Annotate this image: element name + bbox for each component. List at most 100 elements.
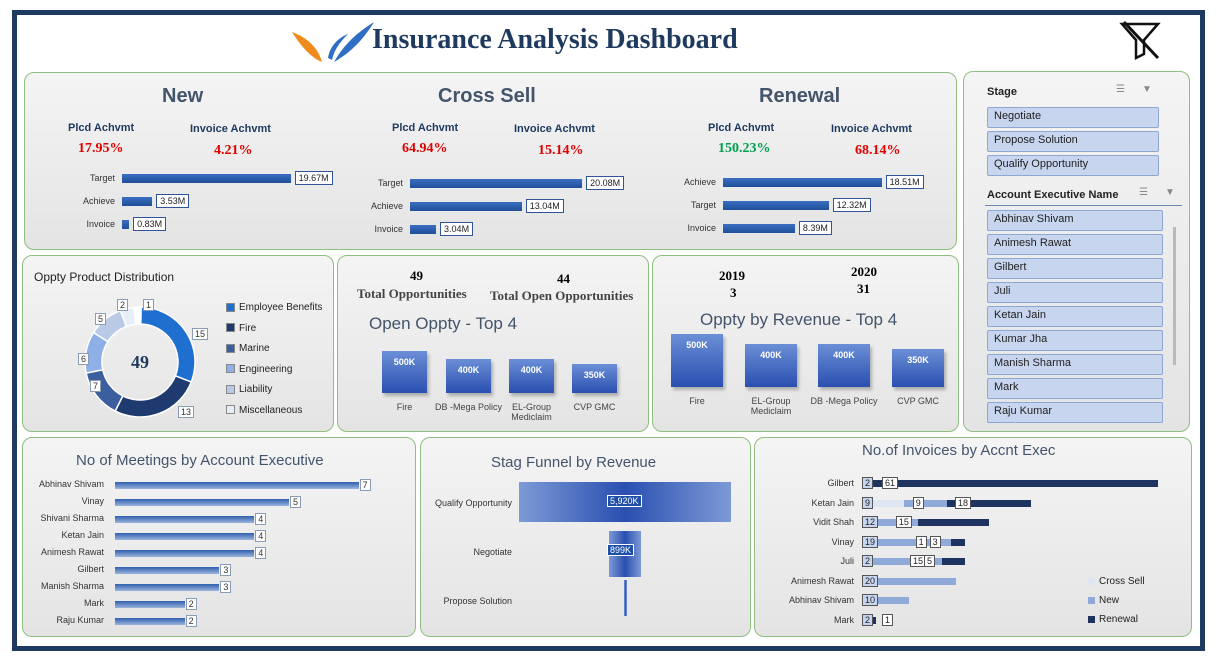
kpi-bar-value: 19.67M <box>294 171 333 185</box>
column-bar-value: 400K <box>760 350 782 360</box>
legend-swatch <box>1088 596 1095 604</box>
column-category-label: EL-Group Mediclaim <box>750 396 792 416</box>
legend-label: Renewal <box>1099 614 1138 625</box>
kpi-bar <box>122 174 291 183</box>
meeting-bar <box>115 516 255 523</box>
product-distribution-title: Oppty Product Distribution <box>34 270 175 284</box>
kpi-bar <box>410 202 522 211</box>
invoice-achievement-value: 15.14% <box>538 143 584 158</box>
stage-slicer-item[interactable]: Negotiate <box>987 107 1159 128</box>
invoice-exec-name: Vinay <box>831 536 854 547</box>
kpi-bar-value: 8.39M <box>798 221 832 235</box>
invoice-achievement-label: Invoice Achvmt <box>514 123 595 135</box>
legend-item: Miscellaneous <box>226 405 302 416</box>
invoice-segment-value: 9 <box>862 496 874 509</box>
page-title: Insurance Analysis Dashboard <box>372 24 738 55</box>
exec-slicer-item[interactable]: Juli <box>987 282 1163 303</box>
column-category-label: DB -Mega Policy <box>434 402 503 412</box>
invoice-segment-value: 61 <box>882 477 899 489</box>
year-2020-value: 31 <box>857 281 870 296</box>
kpi-bar-label: Target <box>377 178 403 188</box>
donut-total: 49 <box>131 352 149 372</box>
revenue-chart-title: Oppty by Revenue - Top 4 <box>700 310 898 329</box>
stage-slicer-item[interactable]: Qualify Opportunity <box>987 155 1159 176</box>
kpi-bar-value: 3.53M <box>156 194 190 208</box>
funnel-panel <box>420 437 751 637</box>
legend-item: Engineering <box>226 364 292 375</box>
total-opportunities-value: 49 <box>410 268 423 283</box>
column-bar: 350K <box>572 364 617 393</box>
column-bar-value: 350K <box>907 355 929 365</box>
donut-slice <box>133 306 142 326</box>
invoice-segment <box>871 616 877 624</box>
invoice-segment <box>862 499 905 507</box>
multi-select-icon[interactable]: ☰ <box>1139 187 1148 198</box>
clear-filter-small-icon[interactable]: ▼ <box>1142 84 1152 95</box>
invoice-segment <box>862 597 909 604</box>
legend-swatch <box>1088 577 1095 585</box>
invoice-exec-name: Gilbert <box>827 478 854 488</box>
open-opportunities-label: Total Open Opportunities <box>490 288 634 303</box>
invoice-segment-value: 12 <box>862 516 879 528</box>
kpi-bar <box>723 224 795 233</box>
donut-data-label: 7 <box>90 380 102 392</box>
clear-filter-icon[interactable] <box>1118 18 1164 62</box>
meeting-exec-name: Gilbert <box>77 564 104 574</box>
invoice-exec-name: Juli <box>840 556 854 566</box>
invoice-segment-value: 3 <box>929 535 941 548</box>
donut-data-label: 1 <box>143 299 155 311</box>
placed-achievement-label: Plcd Achvmt <box>708 122 775 134</box>
kpi-section-title: Renewal <box>759 85 841 107</box>
invoice-achievement-label: Invoice Achvmt <box>190 123 271 135</box>
exec-slicer-item[interactable]: Manish Sharma <box>987 354 1163 375</box>
legend-label: Employee Benefits <box>239 302 323 313</box>
multi-select-icon[interactable]: ☰ <box>1116 84 1125 95</box>
legend-label: Engineering <box>239 363 293 375</box>
legend-item: Marine <box>226 343 270 354</box>
clear-filter-small-icon[interactable]: ▼ <box>1165 187 1175 198</box>
stage-slicer-item[interactable]: Propose Solution <box>987 131 1159 152</box>
funnel-stage-label: Negotiate <box>473 547 512 557</box>
kpi-bar-label: Invoice <box>687 223 716 233</box>
exec-slicer-item[interactable]: Abhinav Shivam <box>987 210 1163 231</box>
funnel-stage-label: Propose Solution <box>443 596 512 606</box>
kpi-bar-value: 3.04M <box>440 222 474 236</box>
exec-slicer-item[interactable]: Mark <box>987 378 1163 399</box>
column-category-label: CVP GMC <box>897 396 939 406</box>
meeting-bar <box>115 499 289 506</box>
invoice-segment-value: 15 <box>895 516 912 528</box>
invoice-segment-value: 2 <box>862 613 874 626</box>
legend-label: Marine <box>239 343 270 354</box>
meeting-exec-name: Raju Kumar <box>56 615 104 625</box>
invoice-segment <box>918 519 989 526</box>
invoice-segment-value: 19 <box>862 535 879 548</box>
kpi-bar-label: Achieve <box>683 177 716 187</box>
kpi-bar-value: 0.83M <box>133 217 167 231</box>
meeting-bar-value: 2 <box>185 615 197 627</box>
invoice-segment-value: 2 <box>862 477 874 489</box>
column-bar: 350K <box>892 349 944 387</box>
column-bar-value: 400K <box>833 350 855 360</box>
exec-slicer-item[interactable]: Raju Kumar <box>987 402 1163 423</box>
invoice-segment-value: 20 <box>862 574 879 587</box>
exec-slicer-item[interactable]: Gilbert <box>987 258 1163 279</box>
exec-slicer-item[interactable]: Ketan Jain <box>987 306 1163 327</box>
invoice-segment <box>862 538 952 546</box>
donut-data-label: 2 <box>117 299 129 311</box>
meeting-exec-name: Animesh Rawat <box>40 547 104 557</box>
invoice-legend-item: Renewal <box>1088 614 1138 625</box>
invoice-segment <box>871 558 942 565</box>
meeting-bar-value: 3 <box>220 564 232 576</box>
legend-swatch <box>226 343 235 353</box>
meeting-bar-value: 2 <box>185 598 197 610</box>
meeting-exec-name: Shivani Sharma <box>40 513 104 523</box>
exec-slicer-item[interactable]: Animesh Rawat <box>987 234 1163 255</box>
invoice-segment <box>871 480 1159 487</box>
kpi-section-title: Cross Sell <box>438 85 536 107</box>
exec-slicer-item[interactable]: Kumar Jha <box>987 330 1163 351</box>
column-bar-value: 350K <box>583 370 606 380</box>
column-category-label: Fire <box>689 396 705 406</box>
meeting-bar-value: 4 <box>255 513 267 525</box>
slicer-scrollbar[interactable] <box>1173 227 1176 365</box>
meeting-bar-value: 5 <box>290 496 302 508</box>
